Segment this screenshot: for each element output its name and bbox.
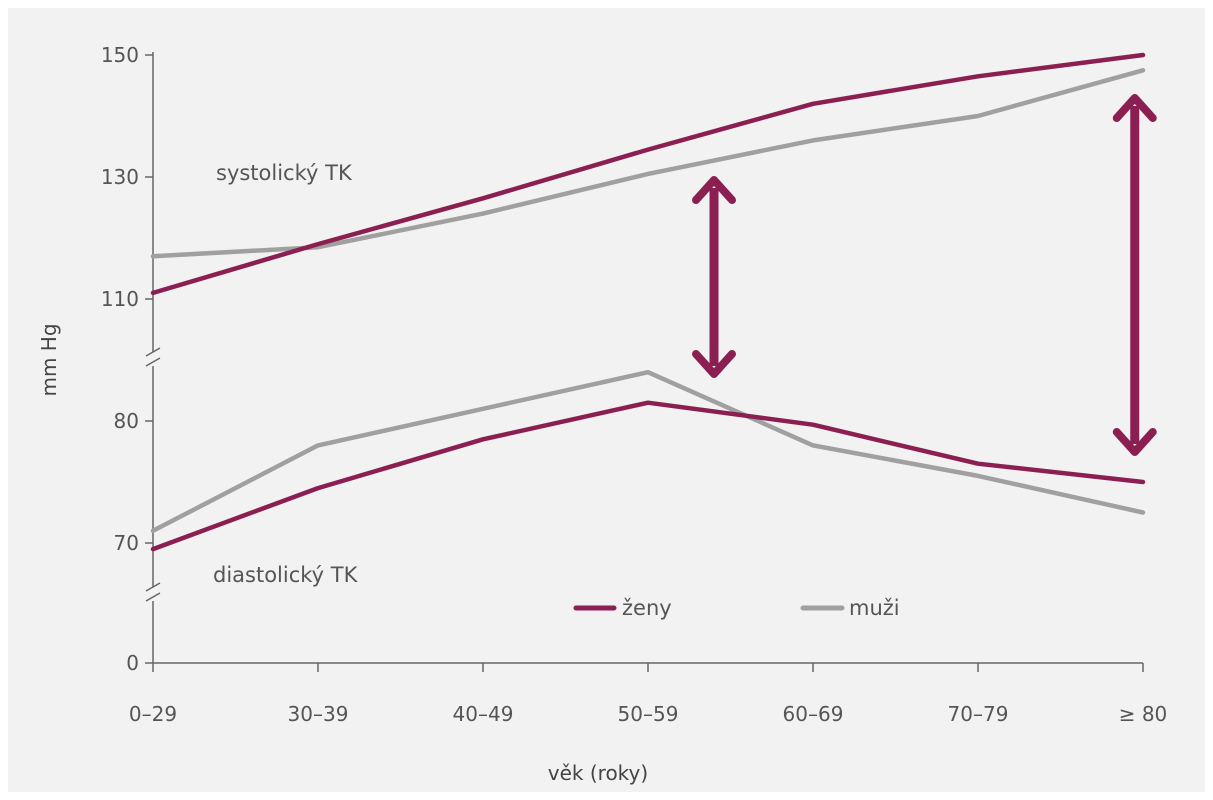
legend-label-muzi: muži — [849, 596, 900, 620]
x-tick-label: 30–39 — [288, 702, 349, 726]
legend-label-zeny: ženy — [622, 596, 672, 620]
x-tick-label: ≥ 80 — [1119, 702, 1168, 726]
arrow-head-down — [1112, 428, 1157, 456]
y-axis-title: mm Hg — [37, 323, 61, 396]
legend: ženy muži — [573, 596, 900, 620]
x-tick-label: 50–59 — [618, 702, 679, 726]
x-tick-label: 0–29 — [129, 702, 177, 726]
systolic-annotation: systolický TK — [216, 161, 353, 185]
y-tick-label: 110 — [101, 287, 139, 311]
series-lines — [150, 52, 1146, 552]
arrow-head-up — [692, 176, 736, 204]
x-tick-label: 60–69 — [783, 702, 844, 726]
difference-arrows — [692, 94, 1157, 456]
x-axis-title: věk (roky) — [548, 761, 648, 785]
arrow-head-down — [692, 350, 736, 378]
y-tick-label: 130 — [101, 165, 139, 189]
axis-break-mark — [145, 582, 161, 592]
axes: 150 130 110 80 70 0 0–29 30–39 40–49 50–59 60–69 70… — [101, 43, 1167, 726]
y-tick-label: 70 — [114, 531, 139, 555]
arrow-head-up — [1112, 94, 1157, 122]
y-tick-label: 150 — [101, 43, 139, 67]
axis-break-mark — [145, 592, 161, 602]
line-muzi-diastolic — [150, 369, 1146, 534]
axis-break-mark — [145, 357, 161, 367]
chart-panel — [8, 8, 1205, 792]
x-tick-label: 70–79 — [948, 702, 1009, 726]
axis-break-mark — [145, 347, 161, 357]
x-tick-label: 40–49 — [453, 702, 514, 726]
line-zeny-diastolic — [150, 400, 1146, 552]
diastolic-annotation: diastolický TK — [213, 563, 359, 587]
y-tick-label: 0 — [126, 651, 139, 675]
y-tick-label: 80 — [114, 409, 139, 433]
